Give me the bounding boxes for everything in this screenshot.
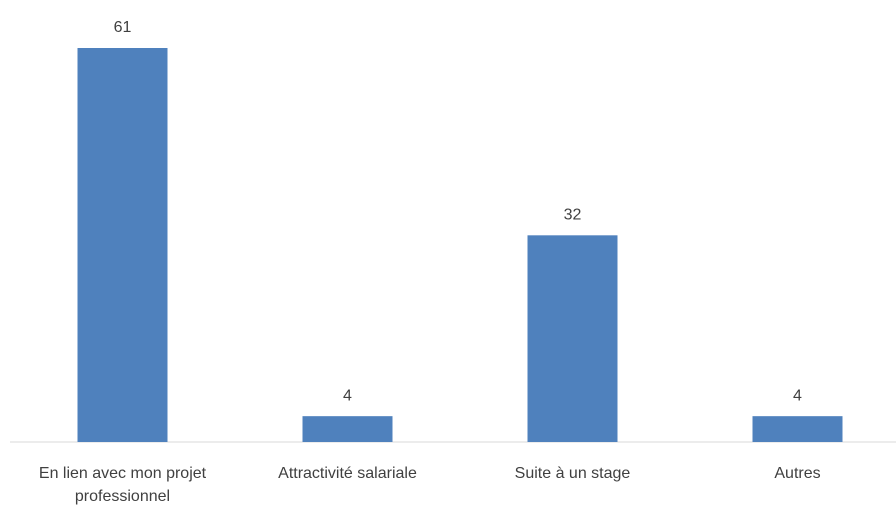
data-label: 32 <box>564 207 582 224</box>
data-label: 4 <box>793 387 802 404</box>
bar <box>527 235 618 442</box>
data-label: 61 <box>114 19 132 36</box>
x-tick-label: Suite à un stage <box>514 465 631 482</box>
x-tick-label: En lien avec mon projet professionnel <box>38 465 207 505</box>
x-tick-label: Autres <box>774 465 821 482</box>
data-label: 4 <box>343 387 352 404</box>
bar <box>752 416 843 442</box>
x-tick-label: Attractivité salariale <box>278 465 417 482</box>
bar <box>77 48 168 442</box>
bar <box>302 416 393 442</box>
